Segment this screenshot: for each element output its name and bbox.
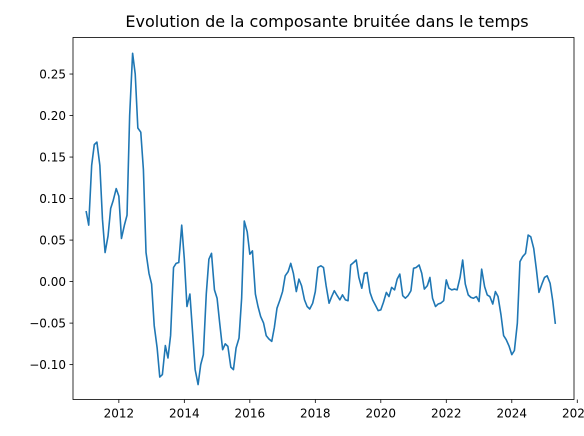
x-tick-label: 2024 (497, 407, 528, 421)
chart-title: Evolution de la composante bruitée dans … (125, 12, 528, 31)
x-tick-label: 2012 (104, 407, 135, 421)
x-tick-label: 2014 (169, 407, 200, 421)
x-tick-label: 2020 (366, 407, 397, 421)
x-axis: 2012 2014 2016 2018 2020 2022 2024 2026 (104, 399, 584, 421)
x-tick-label: 2022 (431, 407, 462, 421)
y-tick-label: 0.15 (39, 150, 66, 164)
x-tick-label: 2016 (235, 407, 266, 421)
x-tick-label: 2018 (300, 407, 331, 421)
series-line (85, 52, 557, 386)
y-tick-label: −0.10 (29, 358, 66, 372)
y-axis: −0.10 −0.05 0.00 0.05 0.10 0.15 0.20 0.25 (29, 67, 73, 372)
y-tick-label: −0.05 (29, 316, 66, 330)
y-tick-label: 0.10 (39, 192, 66, 206)
y-tick-label: 0.25 (39, 67, 66, 81)
series-layer (85, 52, 557, 386)
plot-frame (72, 37, 575, 400)
y-tick-label: 0.20 (39, 109, 66, 123)
y-tick-label: 0.05 (39, 233, 66, 247)
y-tick-label: 0.00 (39, 275, 66, 289)
x-tick-label: 2026 (562, 407, 584, 421)
